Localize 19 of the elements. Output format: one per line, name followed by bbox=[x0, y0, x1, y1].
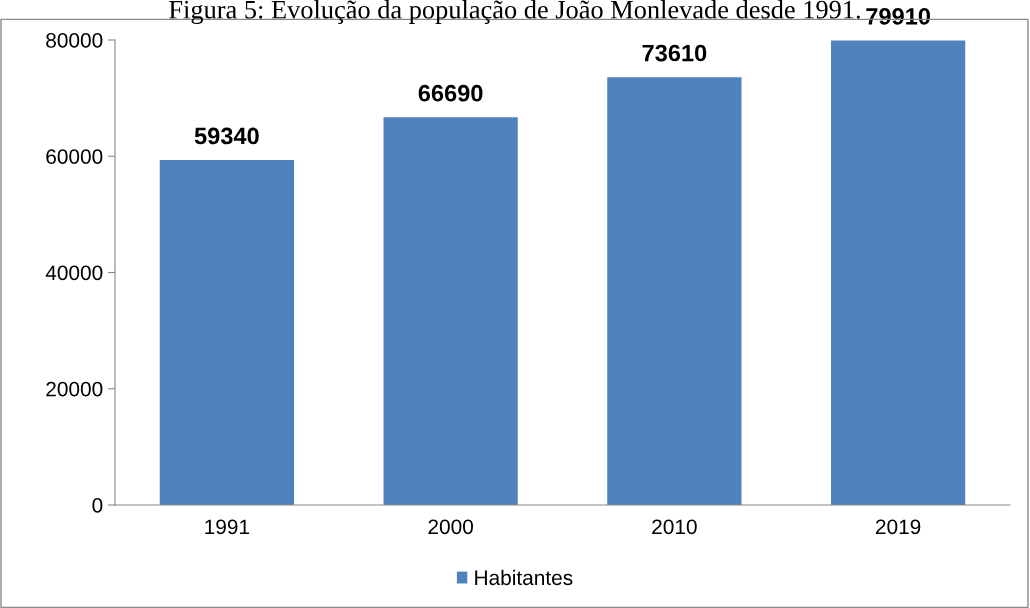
bar bbox=[607, 77, 742, 505]
y-tick-label: 40000 bbox=[45, 265, 103, 281]
data-label: 73610 bbox=[642, 44, 707, 62]
y-tick-label: 20000 bbox=[46, 381, 103, 397]
bar bbox=[159, 160, 294, 505]
data-label: 59340 bbox=[194, 127, 259, 145]
y-tick-label: 60000 bbox=[46, 149, 103, 164]
bar bbox=[383, 117, 518, 505]
bar bbox=[831, 40, 966, 505]
y-tick-label: 80000 bbox=[46, 33, 103, 48]
x-tick-label: 2019 bbox=[876, 519, 921, 535]
x-tick-label: 1991 bbox=[205, 519, 250, 535]
data-label: 79910 bbox=[866, 8, 930, 25]
y-tick-label: 0 bbox=[92, 498, 103, 513]
x-tick-label: 2000 bbox=[428, 519, 473, 535]
legend-label: Habitantes bbox=[475, 569, 573, 586]
x-tick-label: 2010 bbox=[652, 519, 697, 535]
data-label: 66690 bbox=[418, 84, 483, 102]
chart-title: Figura 5: Evolução da população de João Monlevade desde 1991. bbox=[169, 0, 860, 25]
